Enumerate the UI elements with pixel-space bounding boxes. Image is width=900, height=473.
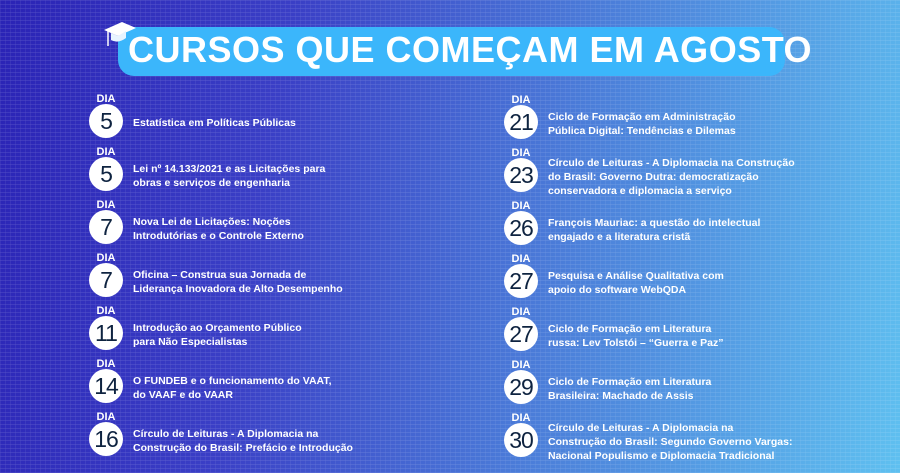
- day-label: DIA: [96, 93, 116, 105]
- day-label: DIA: [511, 200, 531, 212]
- course-item: DIA 29 Ciclo de Formação em Literatura B…: [504, 359, 900, 412]
- day-number: 7: [89, 263, 123, 297]
- day-number: 5: [89, 104, 123, 138]
- day-label: DIA: [96, 146, 116, 158]
- day-label: DIA: [511, 253, 531, 265]
- day-number: 29: [504, 370, 538, 404]
- course-item: DIA 21 Ciclo de Formação em Administraçã…: [504, 94, 900, 147]
- day-number: 11: [89, 316, 123, 350]
- course-title: Círculo de Leituras - A Diplomacia na Co…: [133, 427, 353, 454]
- day-number: 7: [89, 210, 123, 244]
- day-number: 21: [504, 105, 538, 139]
- course-item: DIA 7 Oficina – Construa sua Jornada de …: [89, 252, 495, 305]
- course-title: Lei nº 14.133/2021 e as Licitações para …: [133, 162, 326, 189]
- course-item: DIA 7 Nova Lei de Licitações: Noções Int…: [89, 199, 495, 252]
- day-label: DIA: [511, 359, 531, 371]
- course-title: Ciclo de Formação em Administração Públi…: [548, 110, 736, 137]
- course-title: Estatística em Políticas Públicas: [133, 116, 296, 129]
- course-item: DIA 16 Círculo de Leituras - A Diplomaci…: [89, 411, 495, 464]
- course-title: O FUNDEB e o funcionamento do VAAT, do V…: [133, 374, 332, 401]
- day-number: 27: [504, 317, 538, 351]
- course-title: Nova Lei de Licitações: Noções Introdutó…: [133, 215, 304, 242]
- course-item: DIA 5 Lei nº 14.133/2021 e as Licitações…: [89, 146, 495, 199]
- course-title: Pesquisa e Análise Qualitativa com apoio…: [548, 269, 724, 296]
- day-label: DIA: [96, 305, 116, 317]
- course-item: DIA 27 Pesquisa e Análise Qualitativa co…: [504, 253, 900, 306]
- day-number: 30: [504, 423, 538, 457]
- course-title: François Mauriac: a questão do intelectu…: [548, 216, 761, 243]
- graduation-cap-icon: [104, 22, 136, 46]
- course-item: DIA 30 Círculo de Leituras - A Diplomaci…: [504, 412, 900, 465]
- day-label: DIA: [96, 252, 116, 264]
- course-item: DIA 27 Ciclo de Formação em Literatura r…: [504, 306, 900, 359]
- day-number: 23: [504, 158, 538, 192]
- course-title: Ciclo de Formação em Literatura russa: L…: [548, 322, 724, 349]
- day-label: DIA: [511, 412, 531, 424]
- course-title: Ciclo de Formação em Literatura Brasilei…: [548, 375, 712, 402]
- day-label: DIA: [511, 147, 531, 159]
- day-label: DIA: [96, 358, 116, 370]
- day-label: DIA: [511, 94, 531, 106]
- course-title: Oficina – Construa sua Jornada de Lidera…: [133, 268, 343, 295]
- day-number: 26: [504, 211, 538, 245]
- course-item: DIA 11 Introdução ao Orçamento Público p…: [89, 305, 495, 358]
- day-label: DIA: [511, 306, 531, 318]
- day-label: DIA: [96, 411, 116, 423]
- course-title: Introdução ao Orçamento Público para Não…: [133, 321, 302, 348]
- page-title: CURSOS QUE COMEÇAM EM AGOSTO: [128, 29, 813, 70]
- course-title: Círculo de Leituras - A Diplomacia na Co…: [548, 156, 795, 197]
- course-title: Círculo de Leituras - A Diplomacia na Co…: [548, 421, 793, 462]
- day-label: DIA: [96, 199, 116, 211]
- day-number: 27: [504, 264, 538, 298]
- title-banner: [118, 27, 785, 76]
- course-item: DIA 26 François Mauriac: a questão do in…: [504, 200, 900, 253]
- day-number: 5: [89, 157, 123, 191]
- day-number: 14: [89, 369, 123, 403]
- course-item: DIA 23 Círculo de Leituras - A Diplomaci…: [504, 147, 900, 200]
- course-item: DIA 14 O FUNDEB e o funcionamento do VAA…: [89, 358, 495, 411]
- day-number: 16: [89, 422, 123, 456]
- course-item: DIA 5 Estatística em Políticas Públicas: [89, 93, 495, 146]
